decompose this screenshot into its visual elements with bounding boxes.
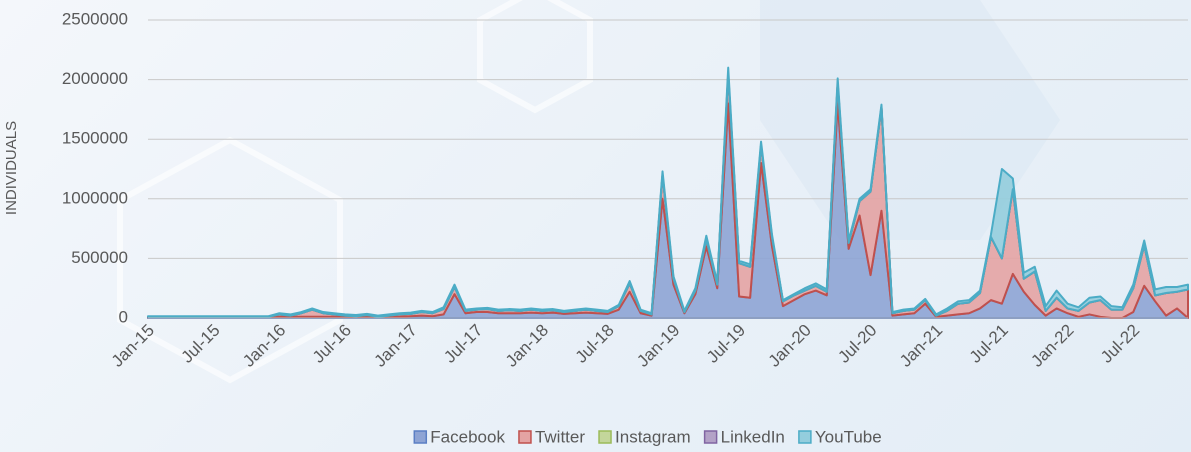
y-tick-label: 1000000 bbox=[62, 188, 128, 207]
legend-swatch bbox=[413, 430, 428, 444]
legend-swatch bbox=[703, 430, 718, 444]
x-tick-label: Jul-17 bbox=[440, 321, 486, 367]
legend: Facebook Twitter Instagram LinkedIn YouTube bbox=[413, 427, 882, 446]
legend-label: YouTube bbox=[815, 427, 882, 446]
legend-label: Instagram bbox=[615, 427, 691, 446]
legend-label: LinkedIn bbox=[721, 427, 785, 446]
x-tick-label: Jan-22 bbox=[1027, 321, 1077, 371]
y-axis-title: INDIVIDUALS bbox=[3, 121, 20, 215]
legend-label: Twitter bbox=[535, 427, 585, 446]
x-tick-label: Jan-19 bbox=[633, 321, 683, 371]
y-tick-label: 2500000 bbox=[62, 9, 128, 28]
x-tick-label: Jul-19 bbox=[703, 321, 749, 367]
x-tick-label: Jul-15 bbox=[178, 321, 224, 367]
y-tick-label: 1500000 bbox=[62, 129, 128, 148]
x-tick-label: Jul-22 bbox=[1097, 321, 1143, 367]
y-tick-label: 500000 bbox=[71, 248, 128, 267]
x-tick-label: Jan-20 bbox=[765, 321, 815, 371]
area bbox=[147, 66, 1189, 318]
background-decoration bbox=[117, 0, 593, 384]
legend-label: Facebook bbox=[430, 427, 505, 446]
x-tick-label: Jul-21 bbox=[966, 321, 1012, 367]
x-tick-label: Jul-18 bbox=[572, 321, 618, 367]
legend-swatch bbox=[798, 430, 812, 444]
x-tick-label: Jan-21 bbox=[896, 321, 946, 371]
x-tick-label: Jul-20 bbox=[834, 321, 880, 367]
x-tick-label: Jan-17 bbox=[371, 321, 421, 371]
y-tick-label: 0 bbox=[119, 307, 128, 326]
y-tick-label: 2000000 bbox=[62, 69, 128, 88]
legend-swatch bbox=[598, 430, 612, 444]
x-tick-label: Jan-18 bbox=[502, 321, 552, 371]
legend-swatch bbox=[518, 430, 532, 444]
